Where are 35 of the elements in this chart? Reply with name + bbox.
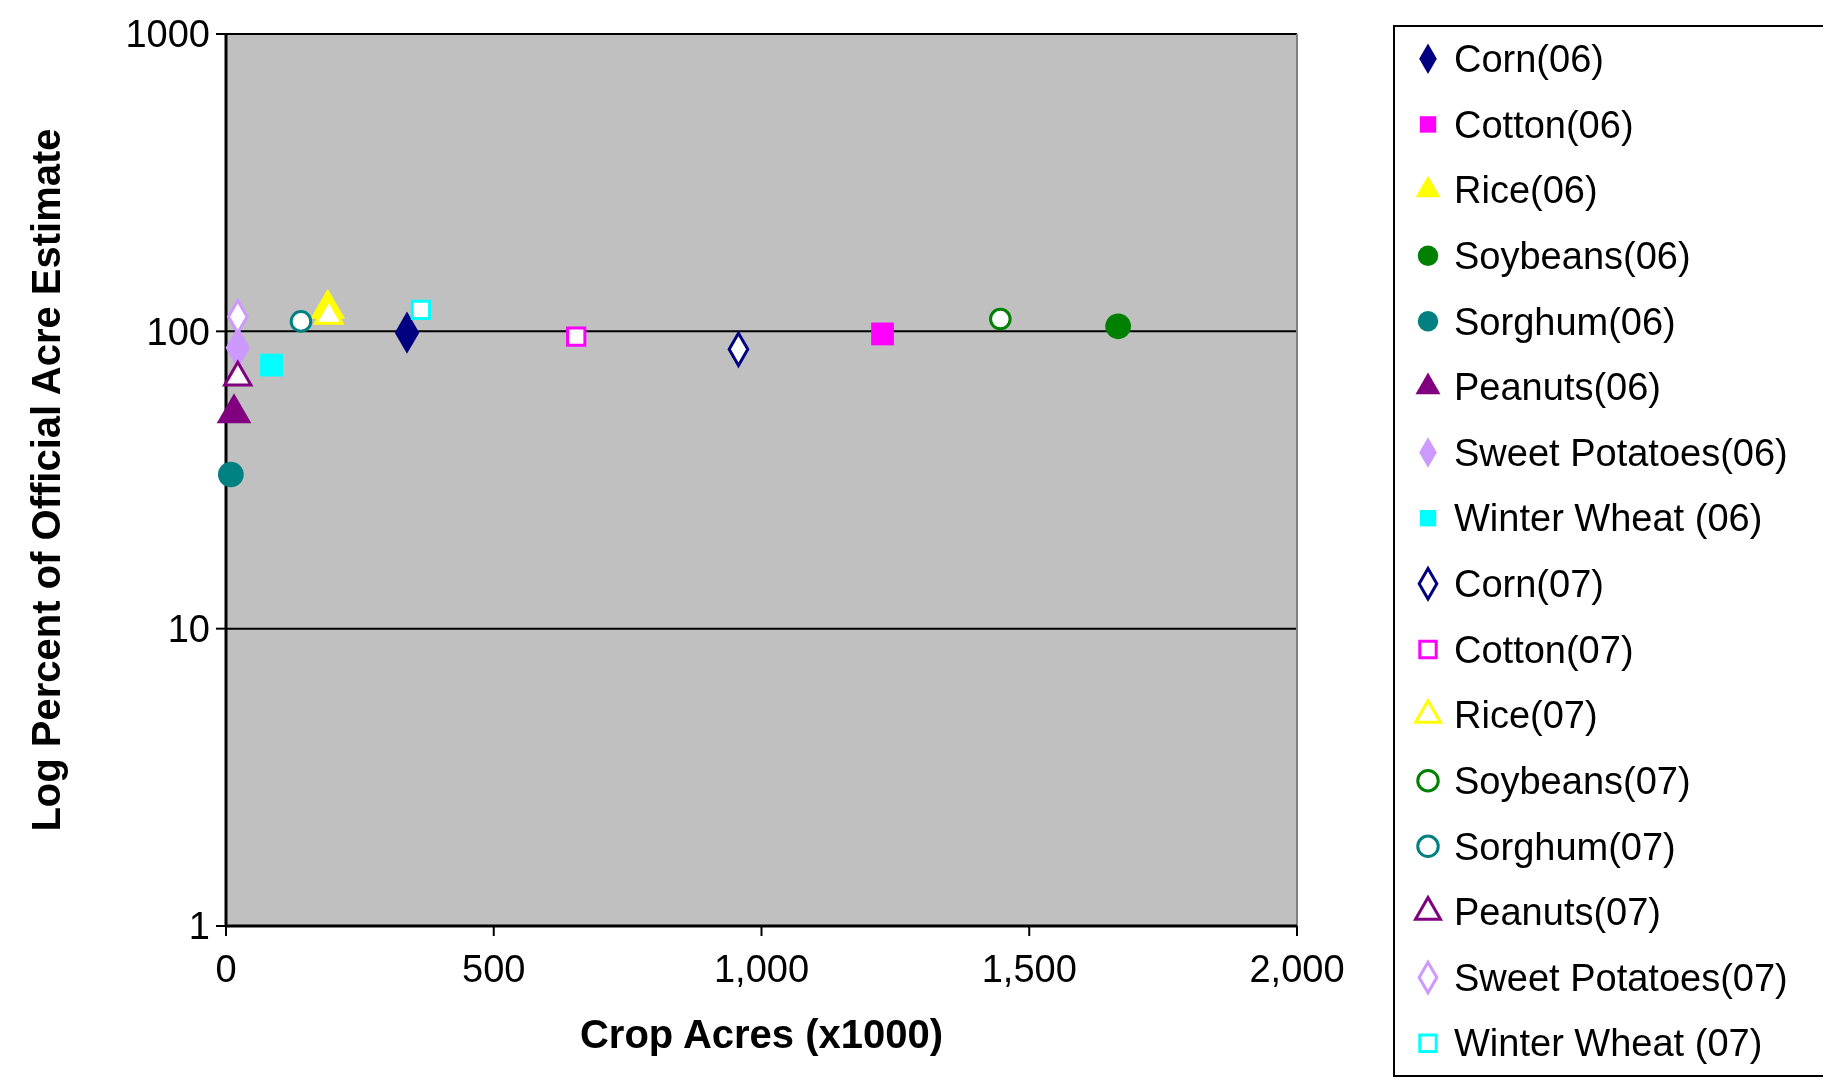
point [260, 353, 283, 377]
legend-label: Winter Wheat (07) [1454, 1022, 1763, 1065]
point [289, 310, 313, 333]
legend-label: Sweet Potatoes(07) [1454, 956, 1788, 999]
legend-label: Rice(07) [1454, 694, 1598, 737]
legend-label: Soybeans(07) [1454, 759, 1691, 802]
point [566, 326, 587, 347]
legend-label: Corn(06) [1454, 38, 1604, 81]
x-axis-title: Crop Acres (x1000) [579, 1012, 944, 1056]
legend-label: Cotton(06) [1454, 103, 1634, 146]
legend-label: Soybeans(06) [1454, 234, 1691, 277]
legend-label: Winter Wheat (06) [1454, 497, 1763, 540]
point [871, 322, 894, 346]
x-tick-label: 1,500 [981, 948, 1077, 990]
y-axis-title: Log Percent of Official Acre Estimate [24, 128, 68, 832]
legend-label: Sorghum(07) [1454, 825, 1676, 868]
point [1105, 313, 1132, 340]
legend-label: Rice(06) [1454, 169, 1598, 212]
x-tick-label: 500 [462, 948, 526, 990]
point [410, 299, 432, 321]
point [217, 461, 244, 488]
x-tick-label: 1,000 [713, 948, 810, 990]
x-tick-label: 0 [215, 948, 237, 990]
legend-label: Corn(07) [1454, 563, 1604, 606]
legend-label: Sweet Potatoes(06) [1454, 431, 1788, 474]
legend-label: Peanuts(06) [1454, 366, 1662, 409]
legend-label: Cotton(07) [1454, 628, 1634, 671]
y-tick-label: 100 [146, 310, 210, 353]
legend-label: Peanuts(07) [1454, 891, 1662, 934]
y-tick-label: 1 [188, 905, 210, 948]
x-tick-label: 2,000 [1249, 948, 1345, 990]
point [989, 307, 1012, 331]
y-tick-label: 10 [167, 607, 210, 650]
legend-label: Sorghum(06) [1454, 300, 1676, 343]
y-tick-label: 1000 [125, 13, 210, 56]
